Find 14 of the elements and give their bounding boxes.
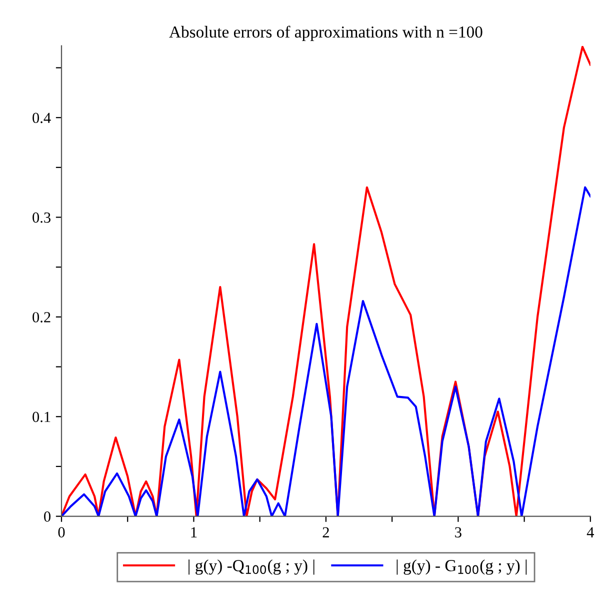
chart-title: Absolute errors of approximations with n =100	[169, 26, 482, 42]
y-tick-label: 0.3	[32, 212, 50, 223]
y-tick-label: 0.1	[32, 412, 50, 422]
y-tick-label: 0	[44, 511, 50, 522]
x-tick-label: 4	[586, 527, 594, 538]
y-tick-label: 0.4	[32, 112, 51, 124]
x-tick-label: 3	[455, 527, 462, 538]
x-tick-label: 0	[58, 527, 65, 538]
legend-label: | g(y) -Q$_{100}$(g ; y) |	[188, 560, 314, 575]
y-tick-label: 0.2	[32, 312, 50, 322]
x-tick-label: 1	[191, 527, 197, 538]
x-tick-label: 2	[322, 527, 329, 538]
legend-label: | g(y) - G$_{100}$(g ; y) |	[396, 560, 527, 575]
line-series	[62, 46, 590, 516]
